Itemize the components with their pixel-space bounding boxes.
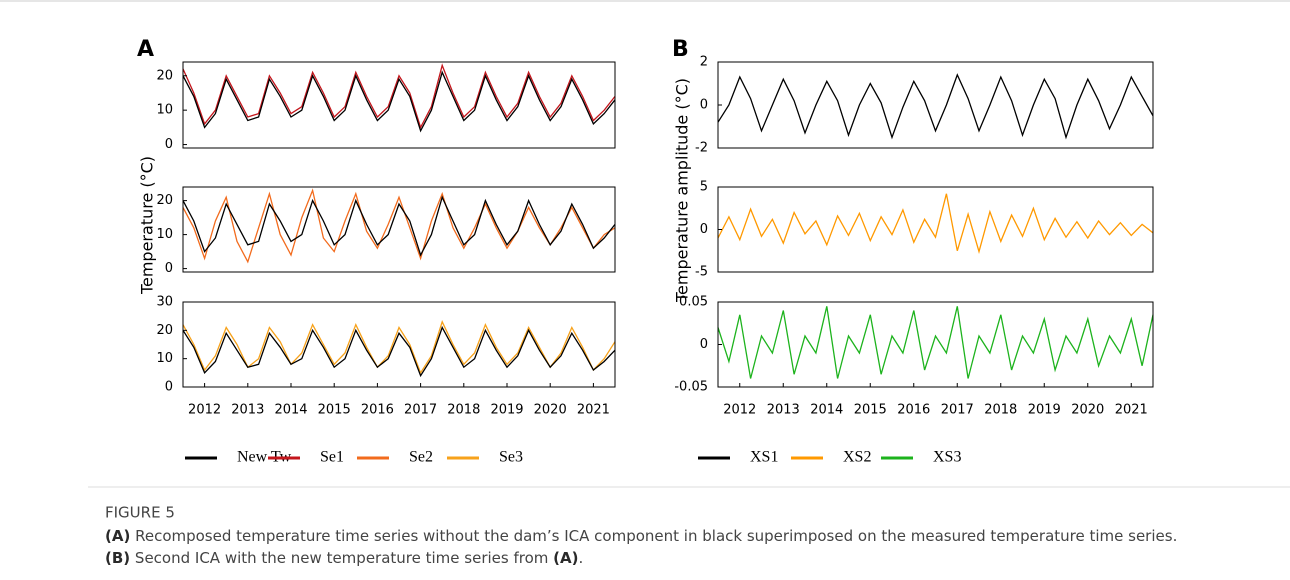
- x-tick-label: 2014: [274, 403, 307, 418]
- x-tick-label: 2020: [1071, 403, 1104, 418]
- caption-line: (B) Second ICA with the new temperature …: [105, 549, 583, 567]
- x-tick-label: 2018: [984, 403, 1017, 418]
- x-tick-label: 2012: [188, 403, 221, 418]
- series-line: [182, 325, 616, 378]
- series-line: [182, 70, 616, 133]
- y-tick-label: 10: [156, 351, 173, 366]
- panel-label: A: [137, 37, 154, 62]
- y-tick-label: -5: [695, 265, 708, 280]
- plot-frame: [182, 301, 616, 388]
- caption-line: (A) Recomposed temperature time series w…: [105, 527, 1177, 545]
- y-tick-label: 0: [165, 261, 173, 276]
- x-tick-label: 2021: [577, 403, 610, 418]
- y-tick-label: 30: [156, 295, 173, 310]
- legend-label: New Tw: [237, 449, 292, 466]
- y-axis-label: Temperature amplitude (°C): [673, 78, 692, 303]
- y-tick-label: 0: [165, 380, 173, 395]
- series-line: [717, 193, 1154, 254]
- plot-frame: [717, 186, 1154, 273]
- series-line: [182, 188, 616, 264]
- x-tick-label: 2013: [767, 403, 800, 418]
- x-tick-label: 2020: [534, 403, 567, 418]
- x-tick-label: 2017: [941, 403, 974, 418]
- legend-label: XS2: [843, 449, 871, 466]
- caption-ref: (A): [553, 549, 578, 567]
- y-tick-label: 0: [700, 222, 708, 237]
- figure-label: FIGURE 5: [105, 504, 175, 522]
- y-tick-label: -2: [695, 141, 708, 156]
- y-tick-label: 10: [156, 227, 173, 242]
- caption-text: .: [578, 549, 583, 567]
- series-line: [182, 63, 616, 130]
- x-tick-label: 2013: [231, 403, 264, 418]
- caption-label: (A): [105, 527, 130, 545]
- y-tick-label: 2: [700, 55, 708, 70]
- plot-frame: [717, 61, 1154, 149]
- x-tick-label: 2021: [1115, 403, 1148, 418]
- x-tick-label: 2018: [447, 403, 480, 418]
- y-tick-label: 0.05: [679, 295, 708, 310]
- y-tick-label: 20: [156, 68, 173, 83]
- plot-frame: [717, 301, 1154, 388]
- x-tick-label: 2019: [1028, 403, 1061, 418]
- legend-label: XS1: [750, 449, 778, 466]
- y-tick-label: 10: [156, 103, 173, 118]
- plot-frame: [182, 186, 616, 273]
- y-tick-label: -0.05: [674, 380, 708, 395]
- plot-frame: [182, 61, 616, 149]
- y-tick-label: 20: [156, 193, 173, 208]
- y-tick-label: 0: [165, 137, 173, 152]
- x-tick-label: 2015: [854, 403, 887, 418]
- x-tick-label: 2016: [897, 403, 930, 418]
- x-tick-label: 2012: [723, 403, 756, 418]
- y-tick-label: 20: [156, 323, 173, 338]
- x-tick-label: 2015: [318, 403, 351, 418]
- x-tick-label: 2016: [361, 403, 394, 418]
- y-tick-label: 0: [700, 337, 708, 352]
- x-tick-label: 2014: [810, 403, 843, 418]
- legend-label: Se1: [320, 449, 344, 466]
- series-line: [717, 73, 1154, 140]
- caption-text: Recomposed temperature time series witho…: [130, 527, 1177, 545]
- y-axis-label: Temperature (°C): [138, 156, 157, 295]
- legend-label: Se3: [499, 449, 523, 466]
- legend-label: XS3: [933, 449, 961, 466]
- series-line: [717, 306, 1154, 379]
- x-tick-label: 2017: [404, 403, 437, 418]
- legend-label: Se2: [409, 449, 433, 466]
- panel-label: B: [672, 37, 689, 62]
- x-tick-label: 2019: [490, 403, 523, 418]
- series-line: [182, 195, 616, 257]
- series-line: [182, 320, 616, 375]
- y-tick-label: 5: [700, 180, 708, 195]
- y-tick-label: 0: [700, 98, 708, 113]
- caption-label: (B): [105, 549, 130, 567]
- caption-text: Second ICA with the new temperature time…: [130, 549, 553, 567]
